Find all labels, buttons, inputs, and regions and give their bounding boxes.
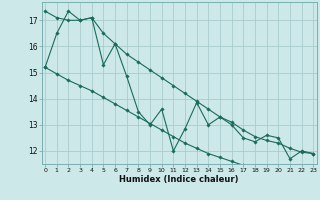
- X-axis label: Humidex (Indice chaleur): Humidex (Indice chaleur): [119, 175, 239, 184]
